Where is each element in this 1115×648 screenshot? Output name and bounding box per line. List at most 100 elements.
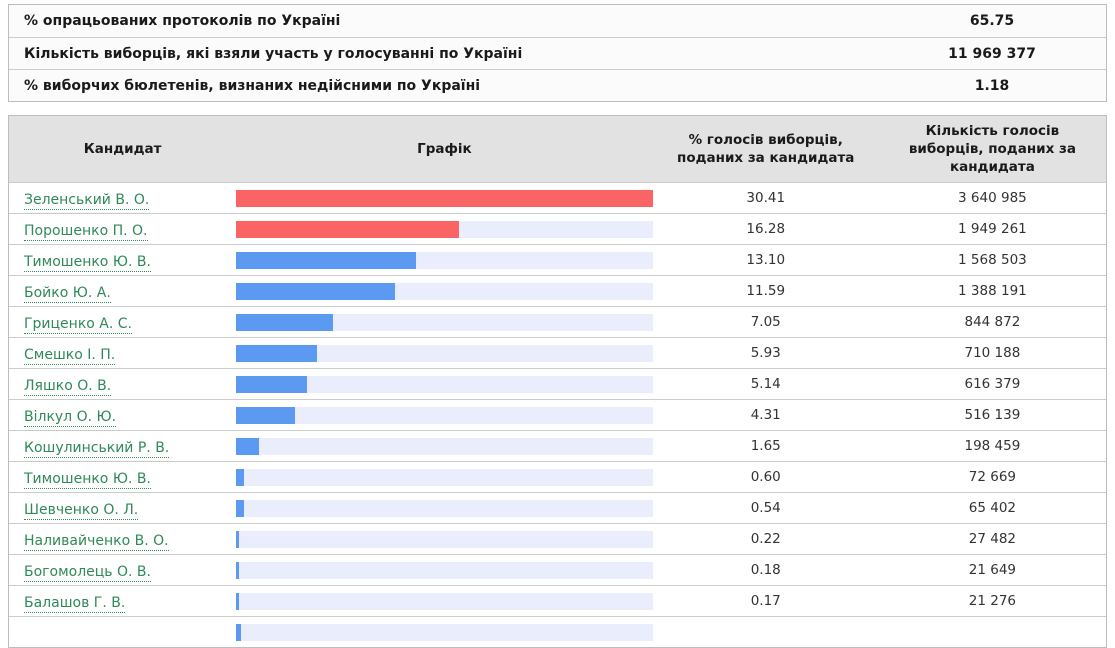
percent-value: 0.22 — [750, 531, 781, 547]
partial-vote-bar — [236, 623, 242, 641]
summary-row: Кількість виборців, які взяли участь у г… — [9, 37, 1106, 69]
vote-bar — [236, 251, 416, 269]
percent-value: 16.28 — [746, 221, 786, 237]
votes-value: 3 640 985 — [958, 190, 1027, 206]
summary-row: % опрацьованих протоколів по Україні 65.… — [9, 5, 1106, 37]
results-table: Кандидат Графік % голосів виборців, пода… — [8, 115, 1107, 648]
table-row: Вілкул О. Ю. 4.31 516 139 — [9, 399, 1106, 430]
candidate-link[interactable]: Балашов Г. В. — [24, 594, 126, 613]
vote-bar-track — [236, 344, 653, 362]
percent-value: 30.41 — [746, 190, 786, 206]
candidate-link[interactable]: Наливайченко В. О. — [24, 532, 169, 551]
vote-bar-track — [236, 282, 653, 300]
votes-value: 21 649 — [968, 562, 1017, 578]
table-row: Порошенко П. О. 16.28 1 949 261 — [9, 213, 1106, 244]
percent-value: 7.05 — [750, 314, 781, 330]
vote-bar-track — [236, 437, 653, 455]
table-row-partial — [9, 616, 1106, 647]
percent-value: 0.60 — [750, 469, 781, 485]
candidate-link[interactable]: Шевченко О. Л. — [24, 501, 139, 520]
table-row: Ляшко О. В. 5.14 616 379 — [9, 368, 1106, 399]
votes-value: 1 568 503 — [958, 252, 1027, 268]
table-row: Гриценко А. С. 7.05 844 872 — [9, 306, 1106, 337]
candidate-link[interactable]: Бойко Ю. А. — [24, 284, 111, 303]
table-row: Тимошенко Ю. В. 13.10 1 568 503 — [9, 244, 1106, 275]
vote-bar-track — [236, 561, 653, 579]
percent-value: 0.17 — [750, 593, 781, 609]
votes-value: 65 402 — [968, 500, 1017, 516]
votes-value: 21 276 — [968, 593, 1017, 609]
votes-value: 1 388 191 — [958, 283, 1027, 299]
vote-bar — [236, 437, 259, 455]
vote-bar — [236, 561, 239, 579]
results-body: Зеленський В. О. 30.41 3 640 985 Порошен… — [9, 182, 1106, 616]
vote-bar-track — [236, 251, 653, 269]
vote-bar — [236, 282, 395, 300]
candidate-link[interactable]: Гриценко А. С. — [24, 315, 132, 334]
candidate-link[interactable]: Смешко І. П. — [24, 346, 116, 365]
vote-bar — [236, 344, 318, 362]
summary-value: 11 969 377 — [948, 45, 1036, 62]
table-row: Шевченко О. Л. 0.54 65 402 — [9, 492, 1106, 523]
candidate-link[interactable]: Зеленський В. О. — [24, 191, 150, 210]
table-row: Бойко Ю. А. 11.59 1 388 191 — [9, 275, 1106, 306]
vote-bar-track — [236, 499, 653, 517]
percent-value: 4.31 — [750, 407, 781, 423]
results-header-row: Кандидат Графік % голосів виборців, пода… — [9, 116, 1106, 182]
percent-value: 1.65 — [750, 438, 781, 454]
vote-bar-track — [236, 375, 653, 393]
vote-bar-track — [236, 468, 653, 486]
vote-bar — [236, 530, 240, 548]
vote-bar — [236, 189, 653, 207]
vote-bar — [236, 406, 296, 424]
table-row: Балашов Г. В. 0.17 21 276 — [9, 585, 1106, 616]
candidate-link[interactable]: Богомолець О. В. — [24, 563, 151, 582]
votes-value: 844 872 — [964, 314, 1021, 330]
votes-value: 72 669 — [968, 469, 1017, 485]
table-row: Тимошенко Ю. В. 0.60 72 669 — [9, 461, 1106, 492]
table-row: Богомолець О. В. 0.18 21 649 — [9, 554, 1106, 585]
percent-value: 5.14 — [750, 376, 781, 392]
percent-value: 11.59 — [746, 283, 786, 299]
vote-bar-track — [236, 592, 653, 610]
vote-bar-track — [236, 189, 653, 207]
candidate-link[interactable]: Тимошенко Ю. В. — [24, 253, 151, 272]
candidate-link[interactable]: Порошенко П. О. — [24, 222, 148, 241]
vote-bar-track — [236, 406, 653, 424]
votes-value: 710 188 — [964, 345, 1021, 361]
candidate-link[interactable]: Кошулинський Р. В. — [24, 439, 170, 458]
header-graph: Графік — [417, 140, 472, 157]
vote-bar — [236, 313, 333, 331]
percent-value: 0.54 — [750, 500, 781, 516]
percent-value: 5.93 — [750, 345, 781, 361]
header-percent: % голосів виборців, поданих за кандидата — [677, 131, 855, 166]
vote-bar-track — [236, 313, 653, 331]
header-candidate: Кандидат — [83, 140, 162, 157]
header-votes: Кількість голосів виборців, поданих за к… — [908, 122, 1076, 176]
table-row: Кошулинський Р. В. 1.65 198 459 — [9, 430, 1106, 461]
vote-bar — [236, 499, 244, 517]
votes-value: 27 482 — [968, 531, 1017, 547]
votes-value: 516 139 — [964, 407, 1021, 423]
vote-bar-track — [236, 220, 653, 238]
table-row: Смешко І. П. 5.93 710 188 — [9, 337, 1106, 368]
vote-bar — [236, 220, 460, 238]
vote-bar-track — [236, 623, 653, 641]
vote-bar — [236, 592, 239, 610]
candidate-link[interactable]: Ляшко О. В. — [24, 377, 112, 396]
vote-bar — [236, 468, 245, 486]
votes-value: 616 379 — [964, 376, 1021, 392]
vote-bar-track — [236, 530, 653, 548]
summary-label: % виборчих бюлетенів, визнаних недійсним… — [24, 77, 481, 94]
table-row: Наливайченко В. О. 0.22 27 482 — [9, 523, 1106, 554]
summary-row: % виборчих бюлетенів, визнаних недійсним… — [9, 69, 1106, 101]
percent-value: 13.10 — [746, 252, 786, 268]
summary-label: Кількість виборців, які взяли участь у г… — [24, 45, 523, 62]
candidate-link[interactable]: Тимошенко Ю. В. — [24, 470, 151, 489]
votes-value: 1 949 261 — [958, 221, 1027, 237]
vote-bar — [236, 375, 307, 393]
summary-value: 1.18 — [974, 77, 1010, 94]
candidate-link[interactable]: Вілкул О. Ю. — [24, 408, 117, 427]
table-row: Зеленський В. О. 30.41 3 640 985 — [9, 182, 1106, 213]
